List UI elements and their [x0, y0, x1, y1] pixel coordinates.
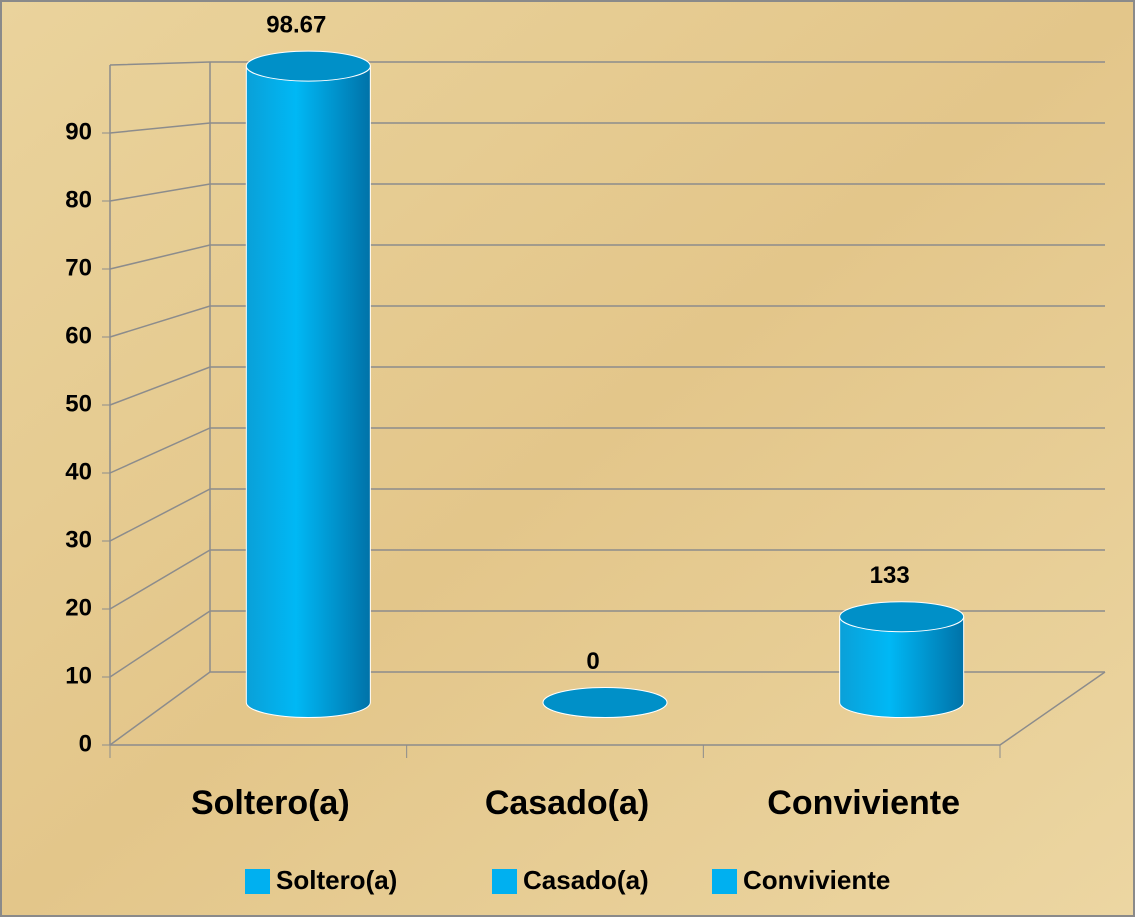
- x-tick-label: Conviviente: [767, 784, 960, 822]
- bar-top: [542, 687, 668, 718]
- y-tick-label: 90: [65, 118, 92, 145]
- y-tick-label: 30: [65, 526, 92, 553]
- bar-top: [839, 601, 965, 633]
- bar: [839, 601, 965, 718]
- bar-top: [245, 50, 371, 82]
- bar: [245, 50, 371, 718]
- data-label: 133: [870, 562, 910, 589]
- y-tick-label: 70: [65, 254, 92, 281]
- legend-label: Soltero(a): [276, 865, 397, 895]
- y-tick-label: 40: [65, 458, 92, 485]
- x-tick-label: Soltero(a): [191, 784, 350, 822]
- bar-body: [245, 65, 371, 718]
- bar: [542, 687, 668, 718]
- y-tick-label: 10: [65, 662, 92, 689]
- legend-swatch: [245, 869, 270, 894]
- y-tick-label: 60: [65, 322, 92, 349]
- data-label: 98.67: [266, 11, 326, 38]
- data-label: 0: [586, 648, 599, 675]
- legend-swatch: [492, 869, 517, 894]
- y-tick-label: 50: [65, 390, 92, 417]
- legend-label: Casado(a): [523, 865, 649, 895]
- y-tick-label: 0: [79, 730, 92, 757]
- y-tick-label: 80: [65, 186, 92, 213]
- y-tick-label: 20: [65, 594, 92, 621]
- legend-swatch: [712, 869, 737, 894]
- x-tick-label: Casado(a): [485, 784, 649, 822]
- legend-label: Conviviente: [743, 865, 890, 895]
- bar-body: [839, 616, 965, 718]
